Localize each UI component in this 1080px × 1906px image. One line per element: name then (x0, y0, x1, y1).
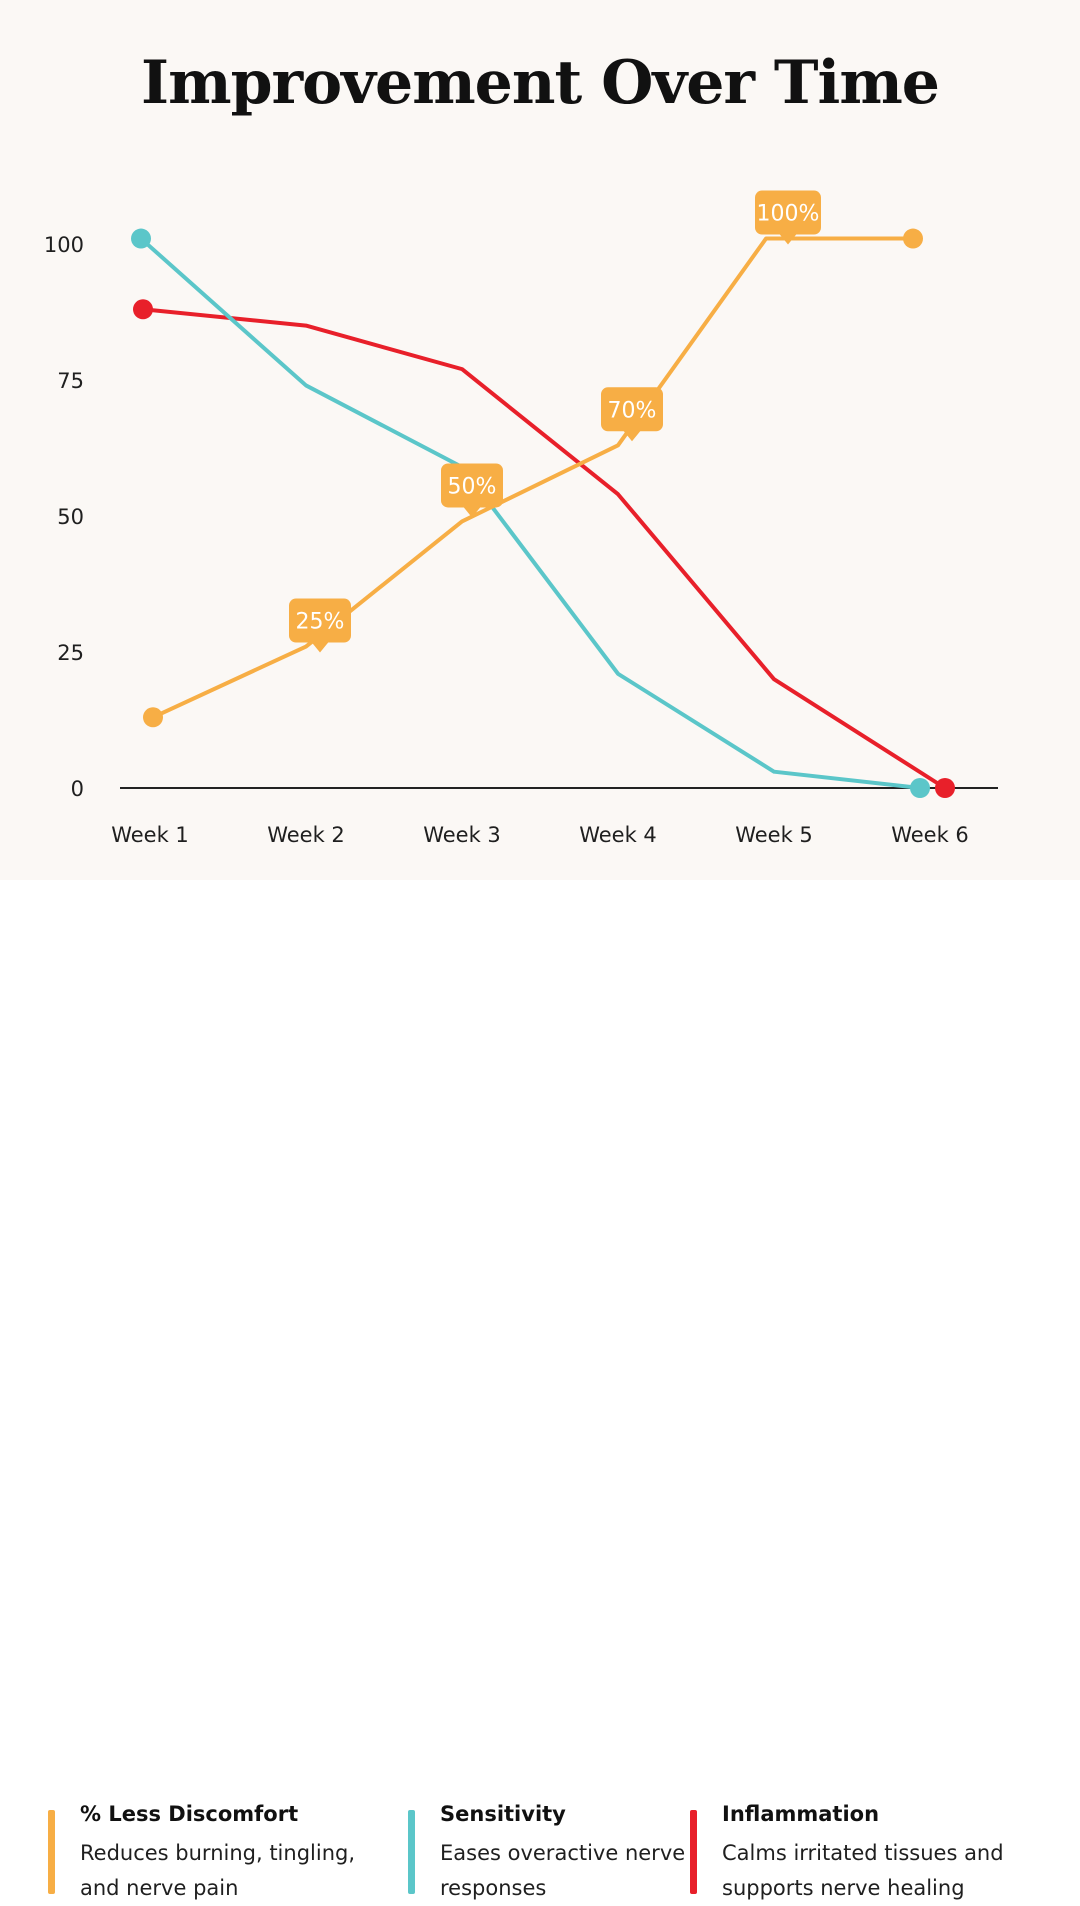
x-tick-label: Week 4 (579, 823, 657, 847)
legend-desc-sensitivity: Eases overactive nerve responses (440, 1841, 686, 1900)
x-tick-label: Week 2 (267, 823, 345, 847)
badge-pointer (779, 233, 797, 245)
y-tick-label: 50 (57, 505, 84, 529)
value-badge: 100% (755, 190, 821, 245)
x-tick-label: Week 3 (423, 823, 501, 847)
value-badges: 25% 50% 70% 100% (289, 190, 821, 653)
legend-desc-discomfort: Reduces burning, tingling, and nerve pai… (80, 1841, 356, 1900)
chart-area (0, 0, 1080, 880)
series-line (151, 236, 915, 720)
x-tick-label: Week 1 (111, 823, 189, 847)
y-tick-label: 25 (57, 641, 84, 665)
badge-label: 50% (448, 474, 497, 499)
y-tick-label: 0 (71, 777, 84, 801)
series-point (935, 778, 955, 798)
series-line (141, 307, 947, 790)
legend-swatch-inflammation (690, 1810, 697, 1894)
badge-box (755, 190, 821, 235)
chart-title: Improvement Over Time (141, 48, 940, 118)
series-point (131, 228, 151, 249)
badge-label: 100% (757, 202, 820, 227)
y-tick-label: 100 (44, 233, 84, 257)
value-badge: 25% (289, 598, 351, 653)
legend-title-inflammation: Inflammation (722, 1802, 880, 1826)
series-point (910, 778, 930, 798)
legend: % Less Discomfort Reduces burning, tingl… (0, 880, 1080, 1900)
series-point (903, 228, 923, 249)
value-badge: 50% (441, 463, 503, 518)
series-lines (139, 236, 947, 790)
y-tick-label: 75 (57, 369, 84, 393)
badge-pointer (311, 641, 329, 653)
series-line (139, 236, 922, 790)
badge-box (441, 463, 503, 508)
value-badge: 70% (601, 387, 663, 442)
x-tick-label: Week 6 (891, 823, 969, 847)
legend-swatch-sensitivity (408, 1810, 415, 1894)
series-point (143, 707, 163, 728)
x-tick-label: Week 5 (735, 823, 813, 847)
x-tick-labels: Week 1 Week 2 Week 3 Week 4 Week 5 Week 6 (111, 823, 969, 847)
legend-title-discomfort: % Less Discomfort (80, 1802, 299, 1826)
series-points (131, 228, 955, 798)
series-point (133, 299, 153, 320)
badge-box (601, 387, 663, 432)
badge-box (289, 598, 351, 643)
badge-label: 25% (296, 610, 345, 635)
badge-pointer (623, 430, 641, 442)
legend-title-sensitivity: Sensitivity (440, 1802, 566, 1826)
legend-swatch-discomfort (48, 1810, 55, 1894)
y-tick-labels: 0 25 50 75 100 (44, 233, 84, 801)
badge-pointer (463, 506, 481, 518)
badge-label: 70% (608, 398, 657, 423)
legend-desc-inflammation: Calms irritated tissues and supports ner… (722, 1841, 1004, 1900)
